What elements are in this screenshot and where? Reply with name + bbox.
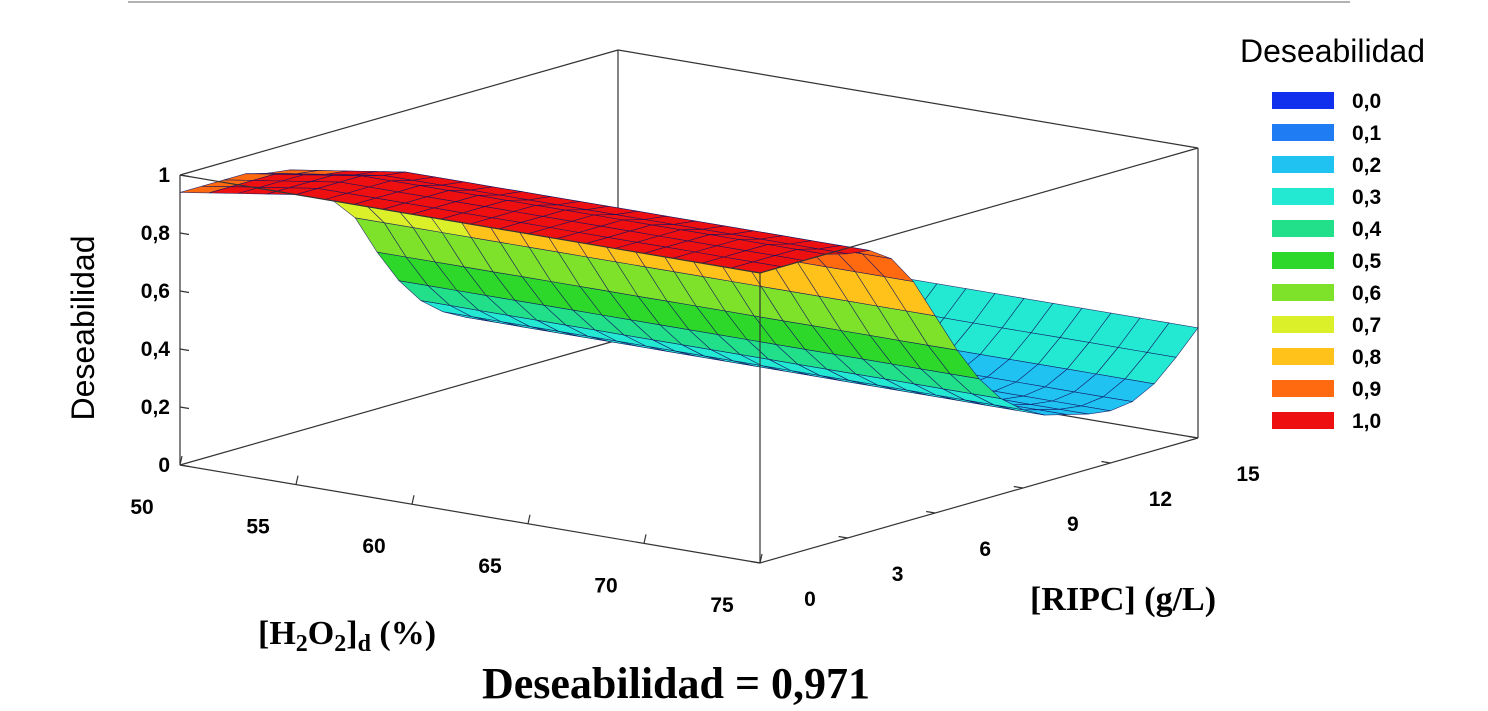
legend-label: 0,4 — [1352, 218, 1382, 241]
legend-swatch — [1272, 220, 1334, 237]
y-tick — [926, 510, 936, 514]
top-back-edge — [617, 49, 1199, 149]
response-surface — [179, 169, 1199, 416]
x-tick — [643, 534, 647, 544]
legend-label: 0,3 — [1352, 186, 1381, 209]
top-right-edge — [759, 147, 1199, 274]
z-tick — [179, 174, 190, 178]
top-left-edge — [179, 49, 619, 176]
legend-label: 0,7 — [1352, 314, 1381, 337]
x-tick-label: 55 — [246, 516, 270, 539]
x-tick — [411, 495, 415, 505]
z-tick-label: 0 — [158, 454, 170, 477]
floor-right-edge — [759, 437, 1199, 564]
z-tick-label: 0,6 — [141, 280, 170, 303]
legend: Deseabilidad 0,0 0,1 0,2 0,3 0,4 0,5 0,6 0,7 0,8… — [1240, 33, 1425, 433]
legend-swatch — [1272, 284, 1334, 301]
z-tick-label: 1 — [158, 164, 170, 187]
y-tick-label: 3 — [892, 563, 904, 586]
z-tick — [179, 464, 190, 468]
y-tick — [1101, 460, 1111, 464]
y-tick-label: 15 — [1236, 463, 1260, 486]
x-axis-title: [H2O2]d (%) — [258, 615, 436, 657]
y-tick-label: 6 — [979, 538, 991, 561]
x-tick-label: 60 — [362, 535, 385, 558]
top-front-edge — [179, 174, 761, 274]
y-tick-label: 0 — [804, 588, 816, 611]
x-tick — [295, 475, 299, 485]
front-frame — [179, 147, 1199, 564]
legend-swatch — [1272, 156, 1334, 173]
legend-label: 0,1 — [1352, 122, 1382, 145]
x-tick — [759, 553, 763, 564]
legend-label: 0,9 — [1352, 378, 1381, 401]
z-tick — [179, 348, 190, 352]
z-tick-label: 0,8 — [141, 222, 171, 245]
legend-label: 0,5 — [1352, 250, 1382, 273]
legend-swatch — [1272, 124, 1334, 141]
desirability-annotation: Deseabilidad = 0,971 — [482, 659, 870, 708]
z-axis-title: Deseabilidad — [65, 235, 101, 420]
y-tick — [1188, 435, 1199, 439]
y-tick — [750, 560, 761, 564]
z-tick — [179, 290, 190, 294]
legend-label: 0,6 — [1352, 282, 1381, 305]
floor-front-edge — [179, 464, 761, 564]
legend-swatch — [1272, 92, 1334, 109]
legend-swatch — [1272, 252, 1334, 269]
axis-ticks: 0 0,2 0,4 0,6 0,8 1 50 55 60 65 70 75 0 3 6 9 12 15 — [130, 164, 1260, 617]
floor-left-edge — [179, 339, 619, 466]
legend-label: 0,8 — [1352, 346, 1382, 369]
legend-swatch — [1272, 316, 1334, 333]
legend-swatch — [1272, 348, 1334, 365]
legend-swatch — [1272, 380, 1334, 397]
z-tick-label: 0,2 — [141, 396, 170, 419]
x-tick-label: 75 — [710, 594, 734, 617]
y-axis-title: [RIPC] (g/L) — [1030, 581, 1216, 618]
legend-label: 0,2 — [1352, 154, 1381, 177]
x-tick — [527, 514, 531, 524]
y-tick — [1013, 485, 1023, 489]
z-tick-label: 0,4 — [141, 338, 171, 361]
x-tick-label: 50 — [130, 496, 153, 519]
legend-label: 0,0 — [1352, 90, 1381, 113]
z-tick — [179, 406, 190, 410]
y-tick-label: 9 — [1067, 513, 1079, 536]
legend-label: 1,0 — [1352, 410, 1381, 433]
legend-title: Deseabilidad — [1240, 33, 1425, 69]
x-tick — [179, 455, 183, 466]
legend-swatch — [1272, 412, 1334, 429]
legend-swatch — [1272, 188, 1334, 205]
x-tick-label: 65 — [478, 555, 502, 578]
y-tick — [838, 535, 848, 539]
z-tick — [179, 232, 190, 236]
x-tick-label: 70 — [594, 574, 617, 597]
y-tick-label: 12 — [1149, 488, 1172, 511]
